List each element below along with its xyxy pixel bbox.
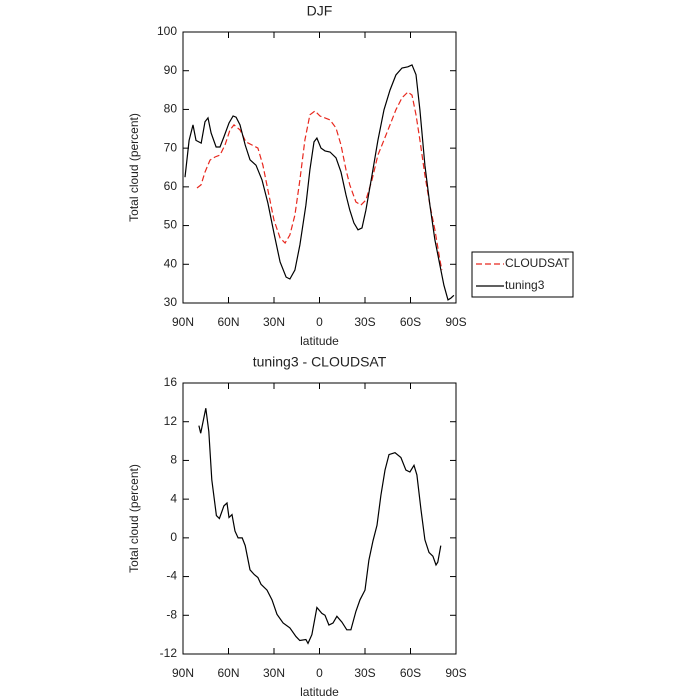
x-tick-label: 30S xyxy=(354,666,375,680)
y-tick-label: 4 xyxy=(170,491,177,505)
y-axis-label: Total cloud (percent) xyxy=(127,464,141,573)
x-tick-label: 60N xyxy=(217,315,239,329)
y-tick-label: 50 xyxy=(164,218,178,232)
x-tick-label: 0 xyxy=(316,315,323,329)
x-axis-label: latitude xyxy=(300,685,339,699)
y-tick-label: 40 xyxy=(164,256,178,270)
y-tick-label: 30 xyxy=(164,295,178,309)
y-tick-label: 0 xyxy=(170,530,177,544)
legend-label: tuning3 xyxy=(505,278,545,292)
x-tick-label: 60S xyxy=(400,666,421,680)
y-tick-label: 12 xyxy=(164,414,178,428)
y-tick-label: -12 xyxy=(160,646,178,660)
y-tick-label: 16 xyxy=(164,375,178,389)
y-axis-label: Total cloud (percent) xyxy=(127,113,141,222)
legend-label: CLOUDSAT xyxy=(505,256,570,270)
x-tick-label: 60N xyxy=(217,666,239,680)
y-tick-label: 8 xyxy=(170,453,177,467)
x-axis-label: latitude xyxy=(300,334,339,348)
x-tick-label: 0 xyxy=(316,666,323,680)
chart-title: tuning3 - CLOUDSAT xyxy=(253,354,387,370)
y-tick-label: 60 xyxy=(164,179,178,193)
x-tick-label: 30N xyxy=(263,666,285,680)
legend-box xyxy=(471,251,574,298)
chart-title: DJF xyxy=(307,3,333,19)
y-tick-label: 70 xyxy=(164,140,178,154)
y-tick-label: 80 xyxy=(164,102,178,116)
data-line xyxy=(184,64,455,301)
x-tick-label: 90N xyxy=(172,666,194,680)
x-tick-label: 90S xyxy=(445,315,466,329)
y-tick-label: 100 xyxy=(157,24,177,38)
x-tick-label: 90N xyxy=(172,315,194,329)
x-tick-label: 30S xyxy=(354,315,375,329)
y-tick-label: -8 xyxy=(166,607,177,621)
data-line xyxy=(196,91,443,271)
plot-frame xyxy=(182,382,457,655)
y-tick-label: 90 xyxy=(164,63,178,77)
data-line xyxy=(198,408,442,645)
x-tick-label: 90S xyxy=(445,666,466,680)
x-tick-label: 30N xyxy=(263,315,285,329)
y-tick-label: -4 xyxy=(166,569,177,583)
x-tick-label: 60S xyxy=(400,315,421,329)
